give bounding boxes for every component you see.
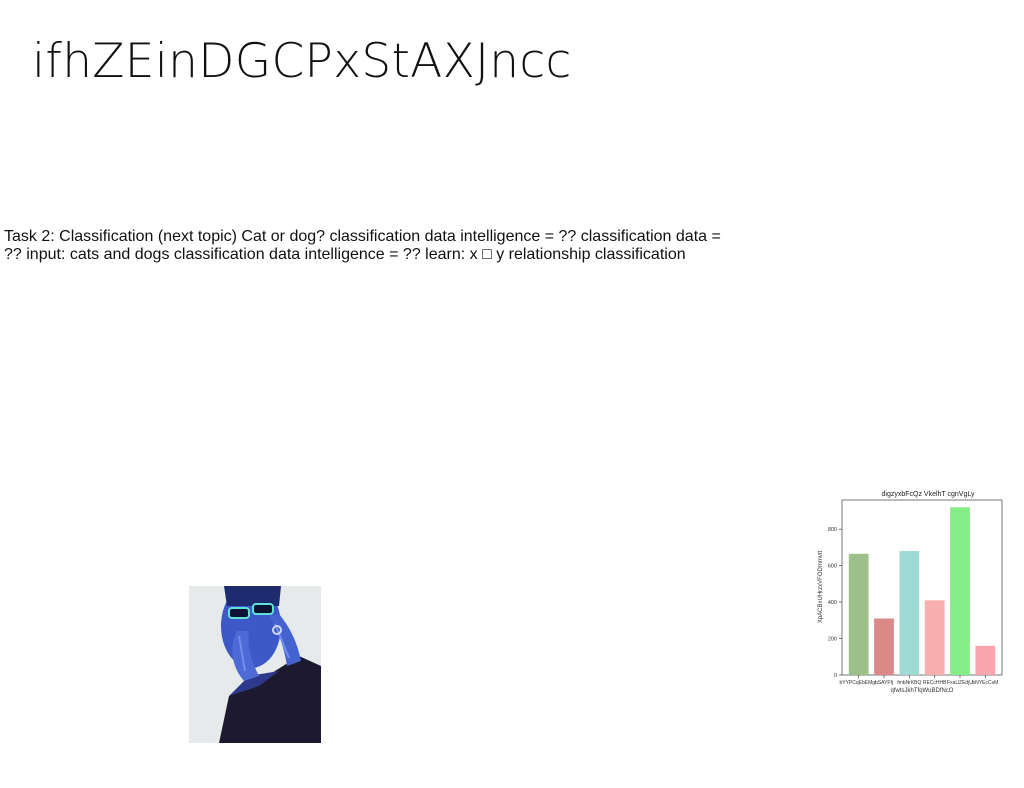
plot-frame bbox=[841, 499, 1003, 676]
y-tick-label: 800 bbox=[828, 527, 837, 533]
person-with-sunglasses-icon bbox=[189, 586, 321, 743]
y-tick-label: 0 bbox=[834, 673, 837, 679]
bar bbox=[975, 645, 996, 675]
bar bbox=[874, 618, 894, 675]
x-tick-label: fmbNrKBQ bbox=[897, 680, 921, 686]
x-tick-label: RECcHHB bbox=[923, 680, 947, 686]
y-axis: 0 200 400 600 800 bbox=[828, 527, 842, 679]
x-tick-label: bYYPCqEbEMgn bbox=[839, 680, 878, 686]
bar-series bbox=[848, 507, 996, 675]
y-tick-label: 200 bbox=[828, 637, 837, 643]
x-tick-label: FxaUZEdjU bbox=[947, 680, 973, 686]
x-tick-label: LSAYFfj bbox=[875, 680, 893, 686]
y-tick-label: 600 bbox=[828, 564, 837, 570]
person-photo bbox=[189, 586, 321, 743]
slide-title: ifhZEinDGCPxStAXJncc bbox=[32, 34, 572, 89]
bar bbox=[848, 553, 869, 675]
x-axis-label: qfwtsJkhTfqWuBDfNcO bbox=[891, 688, 954, 694]
chart-title: digzyxbFcQz VkelhT cgnVgLy bbox=[882, 491, 975, 498]
bar bbox=[924, 600, 945, 675]
y-tick-label: 400 bbox=[828, 600, 837, 606]
bar-chart: digzyxbFcQz VkelhT cgnVgLy 0 200 400 600 800… bbox=[818, 491, 1003, 694]
bar bbox=[950, 507, 970, 675]
y-axis-label: XpACBxUHrzxVFODmmvtt bbox=[818, 551, 824, 624]
x-tick-label: bNYEcCsM bbox=[972, 680, 998, 686]
slide-body-text: Task 2: Classification (next topic) Cat … bbox=[4, 228, 721, 263]
bar bbox=[899, 551, 920, 675]
